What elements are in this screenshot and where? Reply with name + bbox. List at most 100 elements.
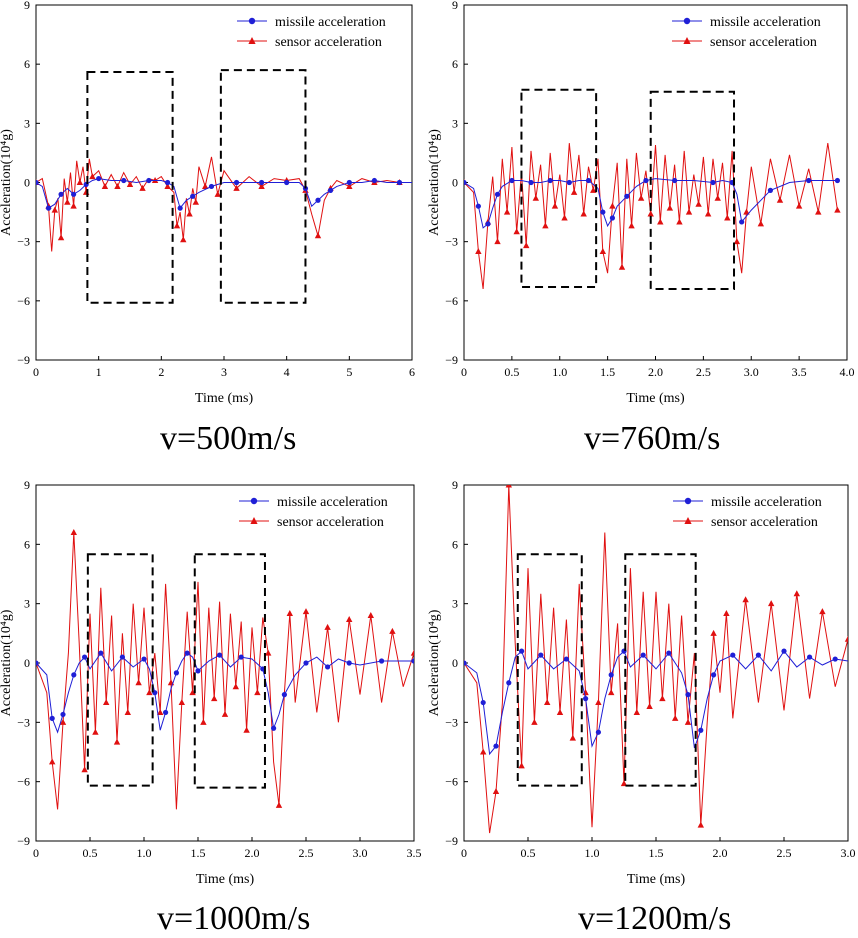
legend-missile-label: missile acceleration <box>275 15 386 30</box>
y-tick-label: 0 <box>24 656 30 670</box>
missile-acceleration-point <box>60 711 66 718</box>
missile-acceleration-point <box>608 672 614 678</box>
missile-acceleration-point <box>98 650 104 656</box>
sensor-acceleration-point <box>89 173 96 180</box>
missile-acceleration-point <box>730 652 736 658</box>
sensor-acceleration-point <box>633 708 640 715</box>
sensor-acceleration-point <box>834 206 841 213</box>
missile-acceleration-point <box>528 179 534 186</box>
legend-missile-marker <box>684 497 692 505</box>
missile-acceleration-point <box>834 177 841 184</box>
missile-acceleration-point <box>464 660 467 666</box>
missile-acceleration-point <box>121 177 127 184</box>
missile-acceleration-point <box>643 177 649 184</box>
y-tick-label: 0 <box>452 656 458 670</box>
y-tick-label: 6 <box>452 537 458 551</box>
sensor-acceleration-point <box>542 222 549 229</box>
sensor-acceleration-point <box>608 689 615 696</box>
y-tick-label: −6 <box>445 775 458 789</box>
sensor-acceleration-point <box>561 214 568 221</box>
missile-acceleration-point <box>36 179 39 186</box>
plot-frame <box>463 484 849 842</box>
sensor-acceleration-point <box>389 627 396 634</box>
y-tick-label: 6 <box>24 537 30 551</box>
sensor-acceleration-point <box>646 703 653 710</box>
missile-acceleration-point <box>346 660 352 666</box>
missile-acceleration-point <box>303 660 309 666</box>
y-tick-label: −9 <box>17 353 30 367</box>
sensor-acceleration-point <box>666 204 674 211</box>
sensor-acceleration-point <box>569 734 576 741</box>
sensor-acceleration-point <box>51 206 58 213</box>
sensor-acceleration-point <box>672 714 679 721</box>
missile-acceleration-point <box>624 193 630 199</box>
missile-acceleration-point <box>807 654 813 660</box>
x-axis-label: Time (ms) <box>196 872 255 887</box>
sensor-acceleration-point <box>513 228 520 235</box>
sensor-acceleration-point <box>590 186 597 193</box>
caption-panel-1: v=500m/s <box>160 420 297 457</box>
missile-acceleration-point <box>284 179 290 186</box>
y-tick-label: 9 <box>24 478 30 492</box>
sensor-acceleration-point <box>618 263 626 270</box>
sensor-acceleration-point <box>186 210 193 217</box>
sensor-acceleration-point <box>114 182 121 189</box>
missile-acceleration-line <box>36 652 414 734</box>
missile-acceleration-point <box>609 215 616 221</box>
sensor-acceleration-point <box>49 758 56 765</box>
chart-panel-3: 0 0.5 1.0 1.5 2.0 2.5 3.0 3.5 −9 −6 −3 0 3 6 9 Time (ms… <box>0 478 422 887</box>
missile-acceleration-point <box>739 219 745 225</box>
caption-panel-3: v=1000m/s <box>157 900 311 937</box>
legend-missile-marker <box>683 17 691 25</box>
legend-sensor-marker <box>250 517 258 524</box>
legend-missile-marker <box>248 17 256 25</box>
legend-sensor-marker <box>684 517 692 524</box>
x-tick-label: 2.0 <box>648 365 663 379</box>
sensor-acceleration-line <box>36 532 414 810</box>
sensor-acceleration-point <box>768 600 775 607</box>
sensor-acceleration-point <box>532 194 540 201</box>
missile-acceleration-point <box>710 179 716 186</box>
sensor-acceleration-point <box>243 726 250 733</box>
y-tick-label: 0 <box>452 176 458 190</box>
x-tick-label: 4 <box>284 365 290 379</box>
legend-sensor-label: sensor acceleration <box>710 35 817 50</box>
sensor-acceleration-point <box>793 590 800 597</box>
missile-acceleration-point <box>806 177 812 184</box>
missile-acceleration-point <box>583 696 589 702</box>
sensor-acceleration-point <box>676 218 683 225</box>
x-tick-label: 1 <box>96 365 102 379</box>
missile-acceleration-point <box>195 668 201 674</box>
sensor-acceleration-point <box>684 718 692 725</box>
sensor-acceleration-point <box>492 788 500 795</box>
missile-acceleration-point <box>281 692 287 698</box>
x-tick-label: 0.5 <box>83 846 98 860</box>
missile-acceleration-point <box>640 652 646 658</box>
sensor-acceleration-point <box>200 718 207 725</box>
sensor-acceleration-point <box>743 208 750 215</box>
y-tick-label: −3 <box>445 715 458 729</box>
missile-acceleration-point <box>685 692 691 698</box>
missile-acceleration-point <box>173 670 179 676</box>
missile-acceleration-point <box>208 183 215 190</box>
y-tick-label: 3 <box>452 116 458 130</box>
missile-acceleration-point <box>494 191 501 197</box>
missile-acceleration-point <box>509 177 515 184</box>
sensor-acceleration-point <box>59 718 67 725</box>
sensor-acceleration-point <box>544 699 551 706</box>
sensor-acceleration-point <box>346 615 353 622</box>
x-tick-label: 2 <box>158 365 164 379</box>
missile-acceleration-point <box>485 221 491 227</box>
missile-acceleration-point <box>672 177 678 184</box>
sensor-acceleration-point <box>70 202 77 209</box>
missile-acceleration-line <box>464 650 848 756</box>
missile-acceleration-point <box>325 664 331 670</box>
sensor-acceleration-point <box>124 708 131 715</box>
sensor-acceleration-point <box>505 485 512 488</box>
sensor-acceleration-point <box>254 689 261 696</box>
sensor-acceleration-point <box>580 210 587 217</box>
y-tick-label: 3 <box>24 116 30 130</box>
missile-acceleration-line <box>464 178 838 229</box>
y-axis-label: Acceleration(10⁴g) <box>0 129 14 236</box>
sensor-acceleration-point <box>286 610 293 617</box>
